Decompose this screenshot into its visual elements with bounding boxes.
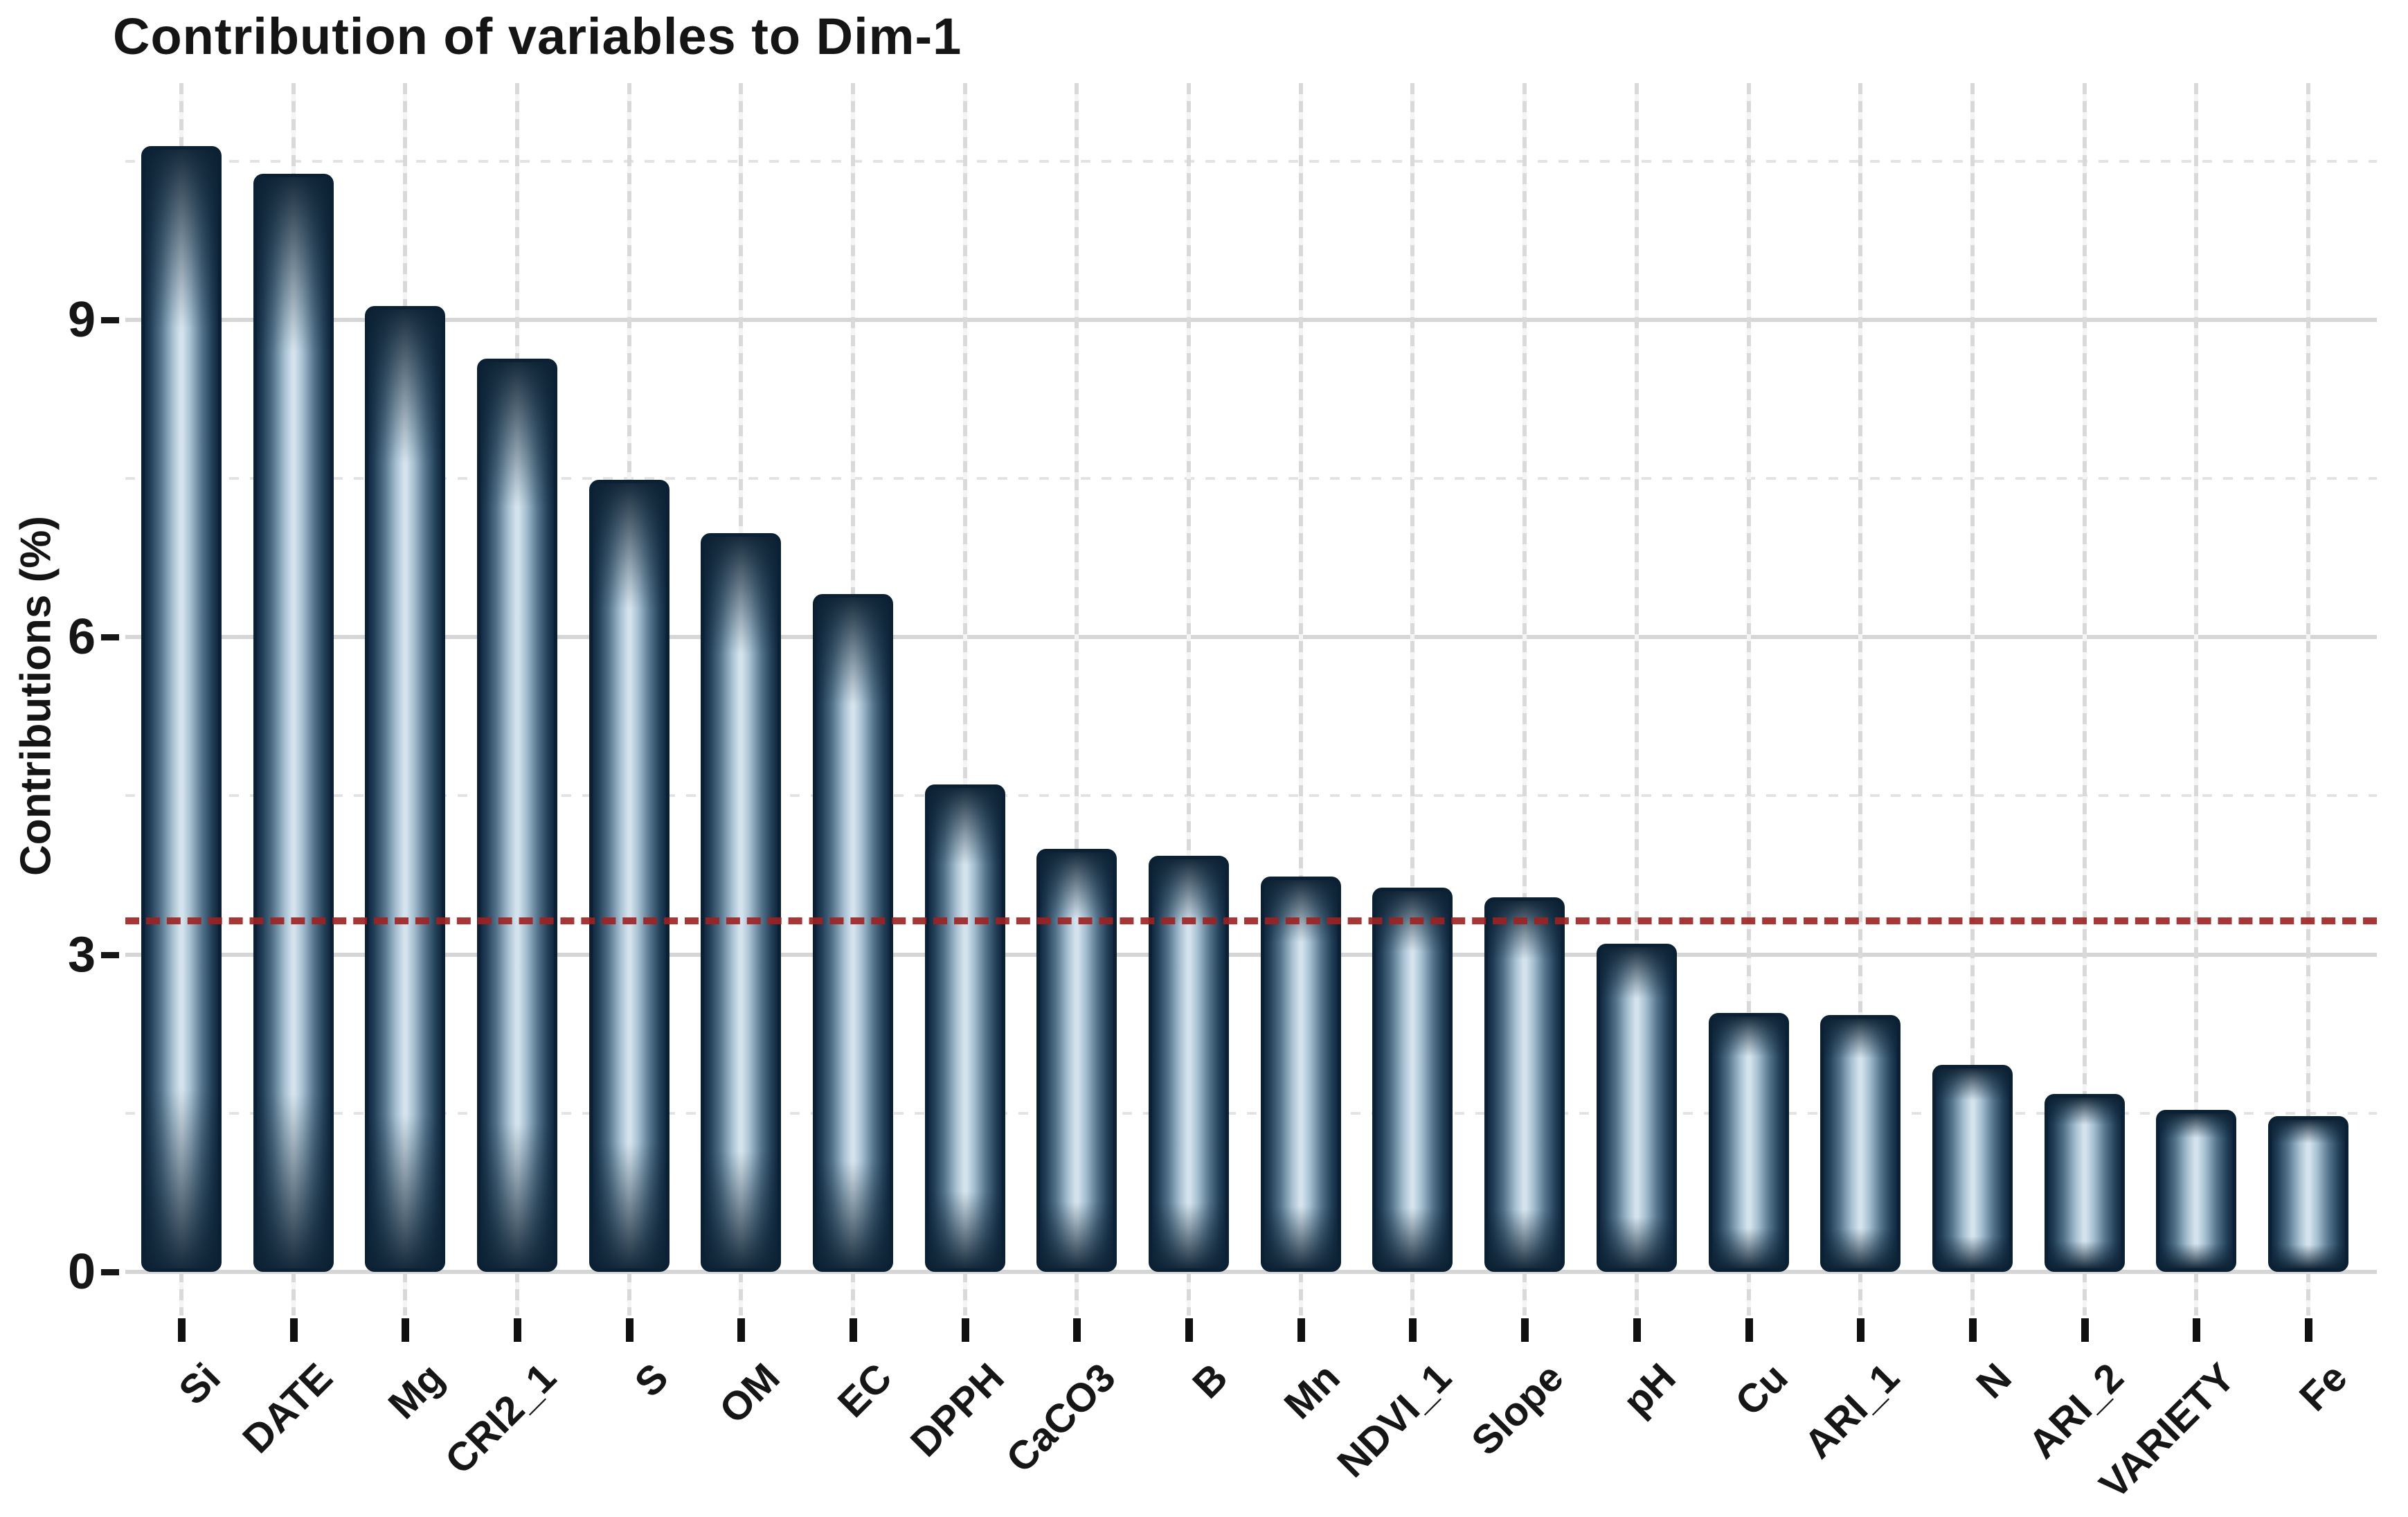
gridline-v-B	[1187, 83, 1192, 1316]
gridline-minor-h	[125, 1111, 2377, 1115]
x-tick-mark-Fe	[2304, 1318, 2312, 1342]
bar-pH	[1596, 944, 1677, 1272]
bar-CRI2_1	[477, 359, 558, 1272]
gridline-v-ARI_1	[1858, 83, 1863, 1316]
x-tick-mark-Cu	[1745, 1318, 1753, 1342]
bar-VARIETY	[2156, 1110, 2237, 1272]
x-tick-mark-S	[625, 1318, 634, 1342]
gridline-v-Slope	[1522, 83, 1527, 1316]
bar-CaCO3	[1036, 848, 1117, 1272]
x-tick-mark-Mn	[1297, 1318, 1305, 1342]
gridline-v-ARI_2	[2082, 83, 2087, 1316]
x-tick-mark-CaCO3	[1073, 1318, 1081, 1342]
bar-B	[1149, 856, 1230, 1272]
x-tick-mark-N	[1968, 1318, 1977, 1342]
bar-ARI_1	[1820, 1014, 1901, 1272]
bar-EC	[813, 593, 894, 1272]
gridline-v-NDVI_1	[1410, 83, 1415, 1316]
y-axis-title: Contributions (%)	[12, 515, 60, 877]
bar-DATE	[253, 173, 334, 1272]
x-tick-mark-Mg	[402, 1318, 410, 1342]
x-tick-mark-OM	[737, 1318, 746, 1342]
bar-ARI_2	[2044, 1094, 2125, 1272]
bar-N	[1932, 1064, 2013, 1272]
bar-Si	[141, 146, 222, 1272]
x-tick-mark-Slope	[1521, 1318, 1529, 1342]
gridline-v-Mn	[1298, 83, 1303, 1316]
gridline-v-Cu	[1746, 83, 1751, 1316]
gridline-major-h	[125, 635, 2377, 640]
gridline-major-h	[125, 1270, 2377, 1274]
x-tick-mark-VARIETY	[2193, 1318, 2201, 1342]
gridline-v-N	[1970, 83, 1975, 1316]
gridline-minor-h	[125, 794, 2377, 798]
chart-title: Contribution of variables to Dim-1	[113, 8, 962, 65]
gridline-v-DPPH	[962, 83, 967, 1316]
x-tick-mark-ARI_1	[1857, 1318, 1865, 1342]
gridline-v-pH	[1634, 83, 1639, 1316]
x-tick-mark-B	[1185, 1318, 1194, 1342]
gridline-major-h	[125, 952, 2377, 957]
reference-dashed-line	[125, 917, 2377, 924]
bar-S	[588, 479, 670, 1272]
bar-Mn	[1260, 876, 1341, 1272]
gridline-v-Fe	[2306, 83, 2310, 1316]
x-tick-mark-Si	[178, 1318, 186, 1342]
y-tick-mark-3	[101, 951, 119, 958]
x-tick-mark-pH	[1633, 1318, 1641, 1342]
x-tick-mark-NDVI_1	[1409, 1318, 1417, 1342]
gridline-major-h	[125, 317, 2377, 322]
y-tick-label-6: 6	[67, 609, 96, 665]
x-tick-mark-ARI_2	[2081, 1318, 2089, 1342]
bar-Slope	[1484, 897, 1565, 1272]
bar-Cu	[1708, 1012, 1789, 1272]
x-tick-mark-CRI2_1	[514, 1318, 522, 1342]
y-tick-label-9: 9	[67, 291, 96, 348]
gridline-minor-h	[125, 159, 2377, 163]
bar-NDVI_1	[1372, 888, 1453, 1272]
x-tick-mark-DATE	[289, 1318, 298, 1342]
y-tick-mark-0	[101, 1269, 119, 1275]
gridline-minor-h	[125, 477, 2377, 480]
gridline-v-VARIETY	[2194, 83, 2199, 1316]
bar-Fe	[2267, 1116, 2348, 1272]
y-tick-label-0: 0	[67, 1244, 96, 1300]
y-tick-mark-9	[101, 316, 119, 323]
x-tick-mark-EC	[850, 1318, 858, 1342]
gridline-v-CaCO3	[1075, 83, 1079, 1316]
bar-Mg	[365, 305, 446, 1272]
x-tick-mark-DPPH	[961, 1318, 969, 1342]
y-tick-mark-6	[101, 634, 119, 641]
y-tick-label-3: 3	[67, 926, 96, 982]
bar-OM	[701, 533, 782, 1272]
bar-DPPH	[924, 784, 1005, 1272]
